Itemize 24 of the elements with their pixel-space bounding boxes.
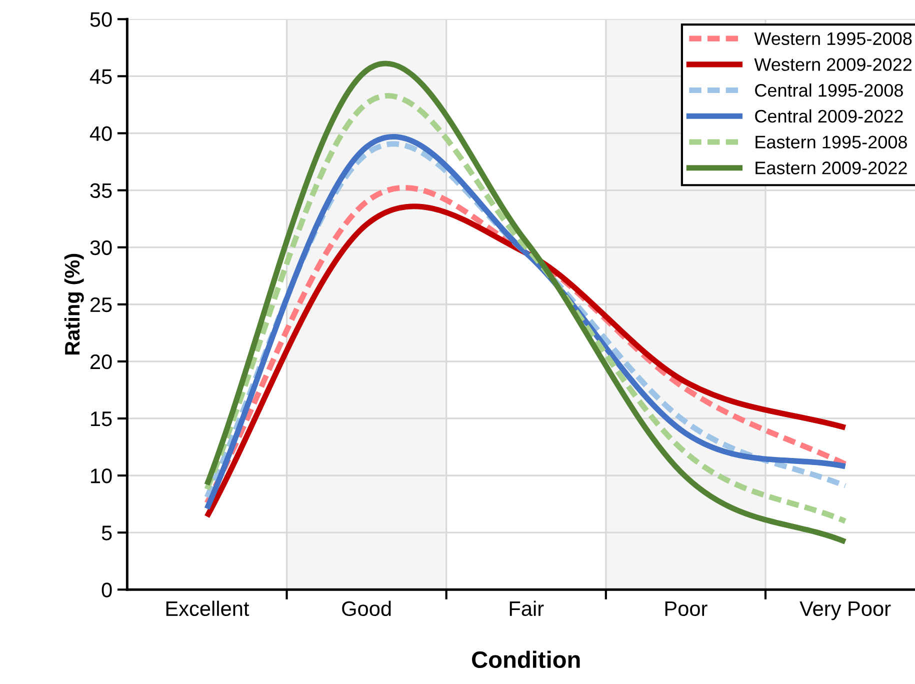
x-tick-label: Fair: [510, 600, 544, 616]
y-tick-label: 30: [90, 240, 112, 256]
legend-label: Central 2009-2022: [755, 109, 903, 123]
x-axis-title: Condition: [472, 650, 580, 668]
x-tick-label: Very Poor: [800, 601, 891, 620]
y-tick-label: 40: [90, 126, 112, 141]
y-tick-label: 35: [90, 183, 112, 198]
x-tick-label: Good: [342, 600, 391, 616]
legend-label: Western 2009-2022: [754, 58, 912, 71]
x-tick-label: Poor: [665, 601, 708, 616]
y-tick-label: 15: [91, 412, 112, 426]
y-tick-label: 10: [91, 468, 112, 484]
y-tick-label: 45: [90, 69, 112, 84]
legend-label: Eastern 1995-2008: [756, 136, 907, 148]
y-axis-title: Rating (%): [64, 254, 84, 354]
legend-label: Eastern 2009-2022: [756, 162, 907, 174]
y-tick-label: 50: [90, 12, 112, 27]
y-tick-label: 25: [90, 297, 112, 312]
y-tick-label: 20: [90, 354, 112, 370]
legend-label: Western 1995-2008: [754, 32, 912, 46]
y-tick-label: 5: [102, 526, 112, 540]
legend-label: Central 1995-2008: [755, 84, 903, 97]
y-tick-label: 0: [102, 582, 112, 598]
x-tick-label: Excellent: [166, 600, 250, 616]
